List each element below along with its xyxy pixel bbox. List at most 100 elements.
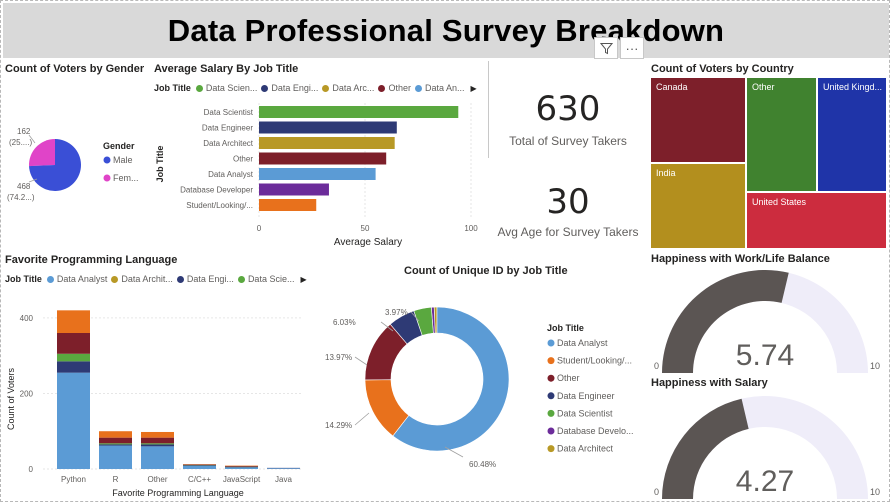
donut-legend-item[interactable]: Database Develo... xyxy=(557,426,634,436)
language-bar-segment[interactable] xyxy=(57,372,90,469)
salary-bar[interactable] xyxy=(259,137,395,149)
treemap-cell-india[interactable]: India xyxy=(650,163,746,249)
pie-slice-male xyxy=(29,139,81,191)
salary-legend-item[interactable]: Data Engi... xyxy=(261,83,318,93)
salary-bar[interactable] xyxy=(259,168,376,180)
legend-next-arrow-icon[interactable]: ▶ xyxy=(300,274,307,284)
language-legend-item[interactable]: Data Archit... xyxy=(111,274,173,284)
donut-pct-label-scientist: 3.97% xyxy=(385,308,408,317)
language-bar-segment[interactable] xyxy=(99,437,132,444)
language-bar-segment[interactable] xyxy=(141,443,174,445)
donut-slice[interactable] xyxy=(364,323,408,381)
avg-age-label: Avg Age for Survey Takers xyxy=(497,225,639,239)
language-bar-segment[interactable] xyxy=(57,353,90,362)
language-bar-segment[interactable] xyxy=(183,465,216,469)
treemap-cell-united-states[interactable]: United States xyxy=(746,192,887,249)
treemap-cell-other[interactable]: Other xyxy=(746,77,817,192)
donut-legend-item[interactable]: Data Engineer xyxy=(557,391,615,401)
salary-category-label: Database Developer xyxy=(180,186,253,195)
donut-leader-line xyxy=(444,446,464,458)
donut-legend-item[interactable]: Other xyxy=(557,373,580,383)
gender-male-count-label: 468 xyxy=(17,182,31,191)
language-stacked-bar-chart: Count of Voters Favorite Programming Lan… xyxy=(6,310,303,498)
language-category-label: Java xyxy=(275,475,292,484)
gauge-fill xyxy=(662,398,749,499)
salary-bar[interactable] xyxy=(259,152,387,165)
salary-category-label: Student/Looking/... xyxy=(186,201,253,210)
donut-pct-label-other: 13.97% xyxy=(325,353,352,362)
salary-legend-item[interactable]: Other xyxy=(378,83,411,93)
language-bar-segment[interactable] xyxy=(225,467,258,469)
unique-id-donut-panel: Count of Unique ID by Job Title 60.48% 1… xyxy=(319,259,647,501)
salary-x-tick-label: 50 xyxy=(361,224,370,233)
language-bar-segment[interactable] xyxy=(99,443,132,445)
salary-gauge-panel: Happiness with Salary 0 10 4.27 xyxy=(648,375,889,501)
language-y-tick-label: 200 xyxy=(20,389,34,398)
salary-bar-title: Average Salary By Job Title xyxy=(154,63,299,75)
language-legend-title: Job Title xyxy=(5,274,42,284)
language-bar-panel: Favorite Programming Language Job Title … xyxy=(3,251,318,501)
donut-pct-label-analyst: 60.48% xyxy=(469,460,496,469)
language-legend-item[interactable]: Data Analyst xyxy=(46,274,107,284)
language-category-label: Other xyxy=(147,475,167,484)
legend-next-arrow-icon[interactable]: ▶ xyxy=(470,83,477,93)
donut-legend-dot xyxy=(547,357,555,365)
language-legend-item[interactable]: Data Scie... xyxy=(237,274,294,284)
salary-legend-item[interactable]: Data Arc... xyxy=(322,83,374,93)
language-bar-segment[interactable] xyxy=(225,465,258,467)
donut-leader-line xyxy=(380,321,394,332)
total-survey-takers-label: Total of Survey Takers xyxy=(509,134,627,148)
pie-leader-line xyxy=(28,134,36,144)
unique-id-donut-title: Count of Unique ID by Job Title xyxy=(404,265,568,277)
language-legend-item[interactable]: Data Engi... xyxy=(176,274,234,284)
salary-legend-item[interactable]: Data An... xyxy=(414,83,464,93)
gender-legend-title: Gender xyxy=(103,141,135,151)
salary-x-tick-label: 100 xyxy=(464,224,478,233)
donut-legend-title: Job Title xyxy=(547,323,584,333)
treemap-cell-united-kingdom[interactable]: United Kingd... xyxy=(817,77,887,192)
work-life-gauge-panel: Happiness with Work/Life Balance 0 10 5.74 xyxy=(648,251,889,375)
donut-slice[interactable] xyxy=(392,306,510,452)
donut-legend-item[interactable]: Data Architect xyxy=(557,444,614,454)
salary-x-tick-label: 0 xyxy=(257,224,262,233)
salary-category-label: Data Scientist xyxy=(204,108,254,117)
salary-bar[interactable] xyxy=(259,183,329,196)
language-category-label: R xyxy=(113,475,119,484)
filter-icon[interactable] xyxy=(594,37,618,59)
donut-slice[interactable] xyxy=(413,306,434,336)
gender-legend-female[interactable]: Fem... xyxy=(113,173,139,183)
language-bar-segment[interactable] xyxy=(99,444,132,446)
language-bar-segment[interactable] xyxy=(57,310,90,333)
donut-legend-dot xyxy=(547,427,555,435)
donut-slice[interactable] xyxy=(389,310,423,345)
salary-bar[interactable] xyxy=(259,121,397,134)
language-bar-segment[interactable] xyxy=(141,437,174,444)
language-bar-segment[interactable] xyxy=(99,431,132,438)
salary-bar[interactable] xyxy=(259,106,459,118)
more-options-icon[interactable]: ··· xyxy=(620,37,644,59)
language-bar-segment[interactable] xyxy=(57,333,90,354)
donut-legend-dot xyxy=(547,374,555,382)
gauge-min-label: 0 xyxy=(654,361,659,371)
donut-legend-item[interactable]: Data Analyst xyxy=(557,338,608,348)
language-bar-segment[interactable] xyxy=(99,445,132,469)
gauge-max-label: 10 xyxy=(870,361,880,371)
donut-pct-label-engineer: 6.03% xyxy=(333,318,356,327)
language-bar-segment[interactable] xyxy=(141,431,174,438)
gender-legend-male[interactable]: Male xyxy=(113,155,133,165)
language-bar-segment[interactable] xyxy=(141,446,174,469)
language-y-tick-label: 400 xyxy=(20,314,34,323)
donut-legend-item[interactable]: Student/Looking/... xyxy=(557,356,632,366)
language-bar-segment[interactable] xyxy=(267,468,300,469)
treemap-cell-canada[interactable]: Canada xyxy=(650,77,746,163)
donut-slice[interactable] xyxy=(364,379,410,437)
salary-legend-item[interactable]: Data Scien... xyxy=(195,83,257,93)
donut-legend-dot xyxy=(547,445,555,453)
gender-female-count-label: 162 xyxy=(17,127,31,136)
language-bar-segment[interactable] xyxy=(183,465,216,466)
salary-bar[interactable] xyxy=(259,199,317,211)
language-bar-segment[interactable] xyxy=(141,444,174,447)
title-bar: Data Professional Survey Breakdown xyxy=(3,3,889,58)
donut-legend-item[interactable]: Data Scientist xyxy=(557,408,613,418)
language-bar-segment[interactable] xyxy=(57,361,90,373)
